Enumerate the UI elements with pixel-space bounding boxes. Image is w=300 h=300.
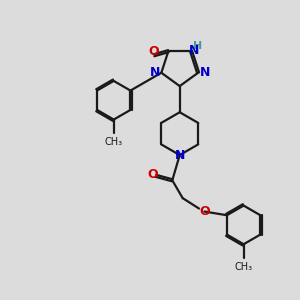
Text: H: H	[193, 41, 202, 51]
Text: N: N	[175, 148, 185, 162]
Text: CH₃: CH₃	[235, 262, 253, 272]
Text: O: O	[149, 45, 159, 58]
Text: N: N	[150, 66, 161, 79]
Text: CH₃: CH₃	[105, 137, 123, 147]
Text: O: O	[147, 168, 158, 181]
Text: N: N	[200, 66, 210, 79]
Text: O: O	[199, 205, 210, 218]
Text: N: N	[189, 44, 199, 57]
